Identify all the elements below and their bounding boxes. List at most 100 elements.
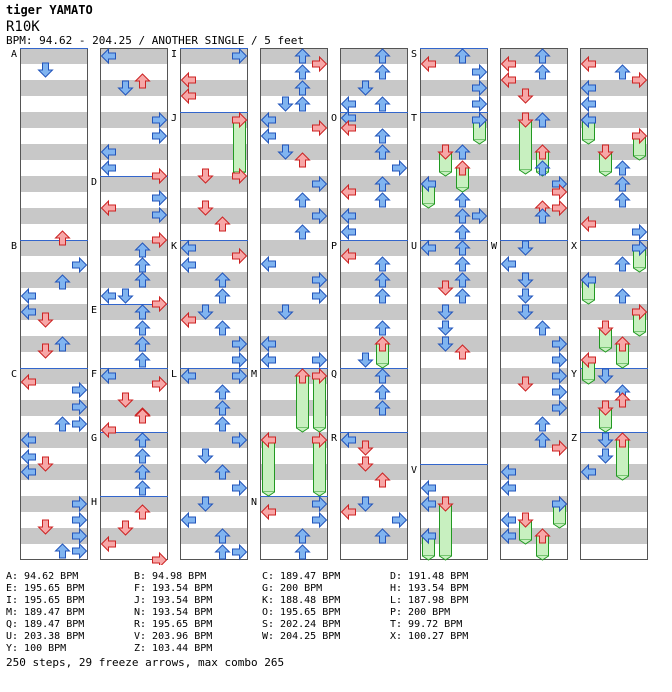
arrow-shape bbox=[534, 160, 551, 176]
step-arrow bbox=[152, 167, 168, 185]
arrow-shape bbox=[260, 111, 276, 129]
arrow-shape bbox=[472, 79, 488, 97]
step-arrow bbox=[632, 239, 648, 257]
arrow-shape bbox=[180, 87, 196, 105]
step-arrow bbox=[214, 272, 231, 288]
beat-band bbox=[420, 496, 488, 512]
arrow-shape bbox=[197, 168, 214, 184]
arrow-shape bbox=[214, 384, 231, 400]
arrow-shape bbox=[374, 288, 391, 304]
beat-band bbox=[340, 240, 408, 256]
arrow-shape bbox=[37, 312, 54, 328]
freeze-arrow-tail bbox=[519, 539, 532, 545]
step-arrow bbox=[37, 519, 54, 535]
step-arrow bbox=[420, 239, 436, 257]
freeze-arrow-head bbox=[374, 336, 391, 352]
arrow-shape bbox=[500, 71, 516, 89]
arrow-shape bbox=[357, 456, 374, 472]
arrow-shape bbox=[454, 288, 471, 304]
step-chart: A B C D E F G H I J K L M N O P Q R S T U V W X Y Z bbox=[11, 47, 648, 565]
arrow-shape bbox=[597, 144, 614, 160]
beat-band bbox=[260, 304, 328, 320]
step-arrow bbox=[214, 544, 231, 560]
step-arrow bbox=[232, 47, 248, 65]
step-arrow bbox=[134, 480, 151, 496]
freeze-arrow-tail bbox=[422, 555, 435, 561]
step-arrow bbox=[614, 392, 631, 408]
arrow-shape bbox=[312, 119, 328, 137]
beat-band bbox=[580, 112, 648, 128]
step-arrow bbox=[277, 304, 294, 320]
step-arrow bbox=[294, 224, 311, 240]
arrow-shape bbox=[374, 472, 391, 488]
arrow-shape bbox=[454, 192, 471, 208]
step-arrow bbox=[72, 256, 88, 274]
arrow-shape bbox=[597, 320, 614, 336]
arrow-shape bbox=[312, 367, 328, 385]
arrow-shape bbox=[20, 287, 36, 305]
step-arrow bbox=[197, 304, 214, 320]
column-border bbox=[580, 48, 648, 560]
step-arrow bbox=[454, 224, 471, 240]
step-arrow bbox=[117, 288, 134, 304]
arrow-shape bbox=[100, 535, 116, 553]
step-arrow bbox=[374, 384, 391, 400]
section-label: G bbox=[91, 433, 97, 444]
beat-band bbox=[580, 528, 648, 544]
beat-band bbox=[580, 272, 648, 288]
arrow-shape bbox=[72, 415, 88, 433]
step-arrow bbox=[214, 216, 231, 232]
section-label: L bbox=[171, 369, 177, 380]
step-arrow bbox=[597, 368, 614, 384]
step-arrow bbox=[437, 320, 454, 336]
section-label: U bbox=[411, 241, 417, 252]
freeze-arrow-tail bbox=[536, 555, 549, 561]
arrow-shape bbox=[340, 183, 356, 201]
section-label: J bbox=[171, 113, 177, 124]
section-label: K bbox=[171, 241, 177, 252]
arrow-shape bbox=[500, 55, 516, 73]
beat-band bbox=[20, 80, 88, 96]
beat-band bbox=[420, 304, 488, 320]
step-arrow bbox=[472, 63, 488, 81]
arrow-shape bbox=[54, 336, 71, 352]
step-arrow bbox=[500, 463, 516, 481]
arrow-shape bbox=[340, 119, 356, 137]
arrow-shape bbox=[580, 79, 596, 97]
arrow-shape bbox=[294, 544, 311, 560]
beat-band bbox=[180, 208, 248, 224]
step-arrow bbox=[454, 240, 471, 256]
arrow-shape bbox=[454, 208, 471, 224]
beat-band bbox=[340, 48, 408, 64]
arrow-shape bbox=[20, 431, 36, 449]
step-arrow bbox=[134, 432, 151, 448]
beat-band bbox=[20, 432, 88, 448]
arrow-shape bbox=[294, 64, 311, 80]
arrow-shape bbox=[197, 448, 214, 464]
section-label: F bbox=[91, 369, 97, 380]
step-arrow bbox=[454, 256, 471, 272]
beat-band bbox=[260, 80, 328, 96]
step-arrow bbox=[517, 88, 534, 104]
step-arrow bbox=[72, 415, 88, 433]
step-arrow bbox=[134, 73, 151, 89]
step-arrow bbox=[117, 392, 134, 408]
step-arrow bbox=[37, 343, 54, 359]
arrow-shape bbox=[312, 495, 328, 513]
step-arrow bbox=[20, 448, 36, 466]
arrow-shape bbox=[260, 255, 276, 273]
arrow-shape bbox=[454, 144, 471, 160]
step-arrow bbox=[152, 206, 168, 224]
step-arrow bbox=[260, 127, 276, 145]
freeze-arrow-head bbox=[534, 528, 551, 544]
step-arrow bbox=[374, 176, 391, 192]
beat-band bbox=[580, 48, 648, 64]
arrow-shape bbox=[580, 463, 596, 481]
chart-summary: 250 steps, 29 freeze arrows, max combo 2… bbox=[6, 656, 285, 669]
beat-band bbox=[340, 144, 408, 160]
step-arrow bbox=[180, 71, 196, 89]
step-arrow bbox=[134, 257, 151, 273]
freeze-arrow-head bbox=[437, 144, 454, 160]
beat-band bbox=[20, 528, 88, 544]
arrow-shape bbox=[294, 48, 311, 64]
